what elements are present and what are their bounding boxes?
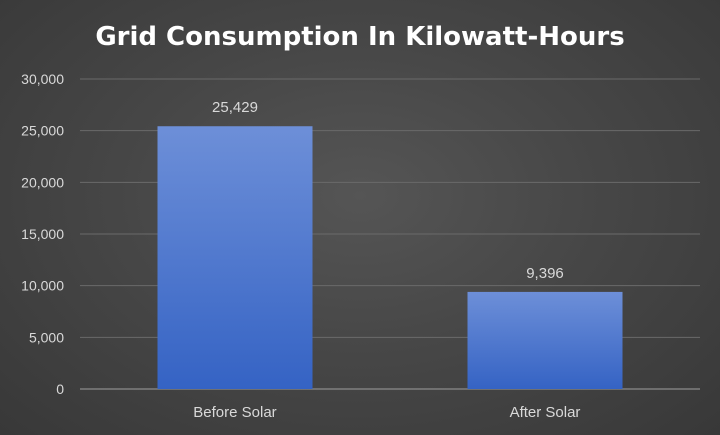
bar-value-label: 9,396: [526, 265, 564, 282]
chart-title: Grid Consumption In Kilowatt-Hours: [95, 22, 624, 52]
data-labels: 25,429 9,396: [212, 99, 564, 282]
y-tick-label: 25,000: [21, 123, 64, 139]
bar: [467, 291, 623, 389]
y-axis-tick-labels: 0 5,000 10,000 15,000 20,000 25,000 30,000: [21, 71, 64, 397]
bar: [157, 126, 313, 389]
x-axis-category-labels: Before Solar After Solar: [193, 404, 580, 421]
y-tick-label: 5,000: [29, 329, 64, 345]
x-category-label: After Solar: [510, 404, 581, 421]
y-tick-label: 10,000: [21, 278, 64, 294]
y-tick-label: 30,000: [21, 71, 64, 87]
bars: [157, 126, 623, 389]
y-tick-label: 20,000: [21, 174, 64, 190]
y-tick-label: 15,000: [21, 226, 64, 242]
x-category-label: Before Solar: [193, 404, 276, 421]
bar-value-label: 25,429: [212, 99, 258, 116]
y-tick-label: 0: [56, 381, 64, 397]
